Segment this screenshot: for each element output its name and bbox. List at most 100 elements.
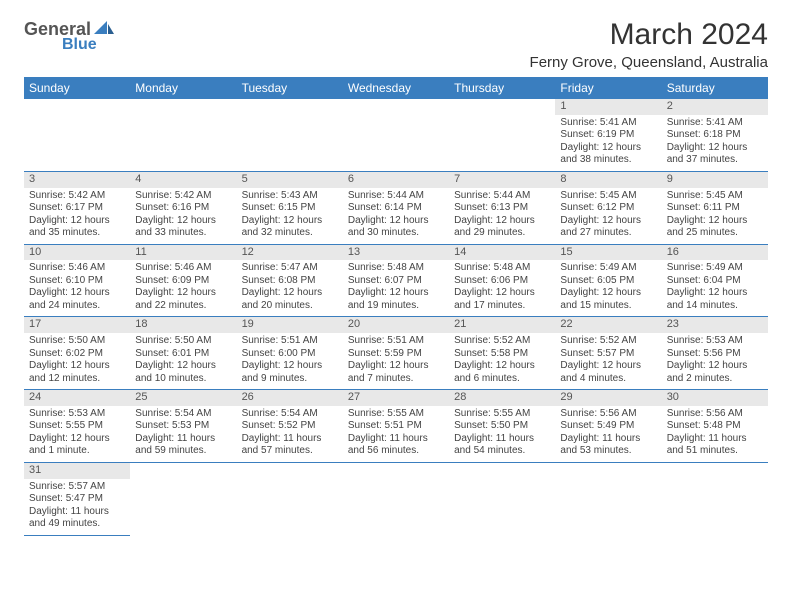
sunset-text: Sunset: 5:47 PM <box>29 493 125 506</box>
daylight-line2: and 19 minutes. <box>348 300 444 313</box>
day-body: Sunrise: 5:51 AMSunset: 6:00 PMDaylight:… <box>237 333 343 389</box>
sunrise-text: Sunrise: 5:44 AM <box>348 190 444 203</box>
calendar-cell: 21Sunrise: 5:52 AMSunset: 5:58 PMDayligh… <box>449 317 555 390</box>
day-number: 24 <box>24 390 130 406</box>
calendar-cell: 16Sunrise: 5:49 AMSunset: 6:04 PMDayligh… <box>662 244 768 317</box>
day-number: 28 <box>449 390 555 406</box>
sunset-text: Sunset: 6:00 PM <box>242 348 338 361</box>
daylight-line2: and 6 minutes. <box>454 373 550 386</box>
daylight-line1: Daylight: 11 hours <box>29 506 125 519</box>
day-number: 22 <box>555 317 661 333</box>
day-body: Sunrise: 5:48 AMSunset: 6:06 PMDaylight:… <box>449 260 555 316</box>
day-body: Sunrise: 5:56 AMSunset: 5:49 PMDaylight:… <box>555 406 661 462</box>
sunset-text: Sunset: 6:02 PM <box>29 348 125 361</box>
sunrise-text: Sunrise: 5:48 AM <box>454 262 550 275</box>
daylight-line2: and 35 minutes. <box>29 227 125 240</box>
calendar-cell: 2Sunrise: 5:41 AMSunset: 6:18 PMDaylight… <box>662 99 768 171</box>
calendar-cell <box>237 462 343 535</box>
sunrise-text: Sunrise: 5:42 AM <box>29 190 125 203</box>
sunset-text: Sunset: 6:11 PM <box>667 202 763 215</box>
calendar-cell: 22Sunrise: 5:52 AMSunset: 5:57 PMDayligh… <box>555 317 661 390</box>
sunrise-text: Sunrise: 5:50 AM <box>135 335 231 348</box>
day-number: 5 <box>237 172 343 188</box>
day-body: Sunrise: 5:51 AMSunset: 5:59 PMDaylight:… <box>343 333 449 389</box>
calendar-cell: 29Sunrise: 5:56 AMSunset: 5:49 PMDayligh… <box>555 390 661 463</box>
daylight-line1: Daylight: 11 hours <box>242 433 338 446</box>
sunrise-text: Sunrise: 5:55 AM <box>454 408 550 421</box>
calendar-cell: 18Sunrise: 5:50 AMSunset: 6:01 PMDayligh… <box>130 317 236 390</box>
col-wed: Wednesday <box>343 77 449 99</box>
day-body: Sunrise: 5:54 AMSunset: 5:53 PMDaylight:… <box>130 406 236 462</box>
sunset-text: Sunset: 5:55 PM <box>29 420 125 433</box>
calendar-cell: 28Sunrise: 5:55 AMSunset: 5:50 PMDayligh… <box>449 390 555 463</box>
calendar-cell <box>449 462 555 535</box>
day-number: 26 <box>237 390 343 406</box>
sunrise-text: Sunrise: 5:48 AM <box>348 262 444 275</box>
sunrise-text: Sunrise: 5:56 AM <box>560 408 656 421</box>
calendar-cell: 3Sunrise: 5:42 AMSunset: 6:17 PMDaylight… <box>24 171 130 244</box>
daylight-line1: Daylight: 12 hours <box>667 360 763 373</box>
col-sun: Sunday <box>24 77 130 99</box>
daylight-line1: Daylight: 12 hours <box>135 215 231 228</box>
day-number: 7 <box>449 172 555 188</box>
daylight-line2: and 27 minutes. <box>560 227 656 240</box>
sunset-text: Sunset: 6:10 PM <box>29 275 125 288</box>
sunrise-text: Sunrise: 5:51 AM <box>348 335 444 348</box>
sunrise-text: Sunrise: 5:43 AM <box>242 190 338 203</box>
day-number: 12 <box>237 245 343 261</box>
daylight-line1: Daylight: 12 hours <box>560 215 656 228</box>
day-body: Sunrise: 5:50 AMSunset: 6:01 PMDaylight:… <box>130 333 236 389</box>
calendar-cell: 4Sunrise: 5:42 AMSunset: 6:16 PMDaylight… <box>130 171 236 244</box>
sunset-text: Sunset: 6:12 PM <box>560 202 656 215</box>
daylight-line2: and 14 minutes. <box>667 300 763 313</box>
sunrise-text: Sunrise: 5:53 AM <box>667 335 763 348</box>
day-number: 13 <box>343 245 449 261</box>
calendar-cell: 30Sunrise: 5:56 AMSunset: 5:48 PMDayligh… <box>662 390 768 463</box>
calendar-cell: 13Sunrise: 5:48 AMSunset: 6:07 PMDayligh… <box>343 244 449 317</box>
calendar-cell: 15Sunrise: 5:49 AMSunset: 6:05 PMDayligh… <box>555 244 661 317</box>
location: Ferny Grove, Queensland, Australia <box>530 54 768 71</box>
sunrise-text: Sunrise: 5:47 AM <box>242 262 338 275</box>
daylight-line2: and 54 minutes. <box>454 445 550 458</box>
day-body: Sunrise: 5:56 AMSunset: 5:48 PMDaylight:… <box>662 406 768 462</box>
daylight-line1: Daylight: 12 hours <box>242 287 338 300</box>
logo: General Blue <box>24 20 114 54</box>
day-number: 9 <box>662 172 768 188</box>
day-body: Sunrise: 5:50 AMSunset: 6:02 PMDaylight:… <box>24 333 130 389</box>
day-body: Sunrise: 5:57 AMSunset: 5:47 PMDaylight:… <box>24 479 130 535</box>
calendar-row: 31Sunrise: 5:57 AMSunset: 5:47 PMDayligh… <box>24 462 768 535</box>
calendar-cell: 5Sunrise: 5:43 AMSunset: 6:15 PMDaylight… <box>237 171 343 244</box>
daylight-line2: and 57 minutes. <box>242 445 338 458</box>
day-number: 11 <box>130 245 236 261</box>
daylight-line1: Daylight: 12 hours <box>560 360 656 373</box>
calendar-cell: 27Sunrise: 5:55 AMSunset: 5:51 PMDayligh… <box>343 390 449 463</box>
day-number: 21 <box>449 317 555 333</box>
header: General Blue March 2024 Ferny Grove, Que… <box>24 18 768 71</box>
sunrise-text: Sunrise: 5:45 AM <box>560 190 656 203</box>
daylight-line1: Daylight: 12 hours <box>29 433 125 446</box>
calendar-cell: 11Sunrise: 5:46 AMSunset: 6:09 PMDayligh… <box>130 244 236 317</box>
col-sat: Saturday <box>662 77 768 99</box>
sunset-text: Sunset: 6:15 PM <box>242 202 338 215</box>
calendar-row: 3Sunrise: 5:42 AMSunset: 6:17 PMDaylight… <box>24 171 768 244</box>
sunrise-text: Sunrise: 5:50 AM <box>29 335 125 348</box>
sunrise-text: Sunrise: 5:52 AM <box>560 335 656 348</box>
day-number: 19 <box>237 317 343 333</box>
day-number: 30 <box>662 390 768 406</box>
calendar-cell: 10Sunrise: 5:46 AMSunset: 6:10 PMDayligh… <box>24 244 130 317</box>
day-body: Sunrise: 5:55 AMSunset: 5:50 PMDaylight:… <box>449 406 555 462</box>
daylight-line2: and 25 minutes. <box>667 227 763 240</box>
calendar-cell: 9Sunrise: 5:45 AMSunset: 6:11 PMDaylight… <box>662 171 768 244</box>
day-number: 20 <box>343 317 449 333</box>
sunset-text: Sunset: 6:18 PM <box>667 129 763 142</box>
calendar-row: 24Sunrise: 5:53 AMSunset: 5:55 PMDayligh… <box>24 390 768 463</box>
daylight-line1: Daylight: 12 hours <box>135 287 231 300</box>
calendar-body: 1Sunrise: 5:41 AMSunset: 6:19 PMDaylight… <box>24 99 768 535</box>
day-body: Sunrise: 5:46 AMSunset: 6:09 PMDaylight:… <box>130 260 236 316</box>
sunset-text: Sunset: 5:53 PM <box>135 420 231 433</box>
sunset-text: Sunset: 6:07 PM <box>348 275 444 288</box>
daylight-line2: and 20 minutes. <box>242 300 338 313</box>
sunset-text: Sunset: 5:52 PM <box>242 420 338 433</box>
sunrise-text: Sunrise: 5:49 AM <box>560 262 656 275</box>
sunset-text: Sunset: 6:13 PM <box>454 202 550 215</box>
